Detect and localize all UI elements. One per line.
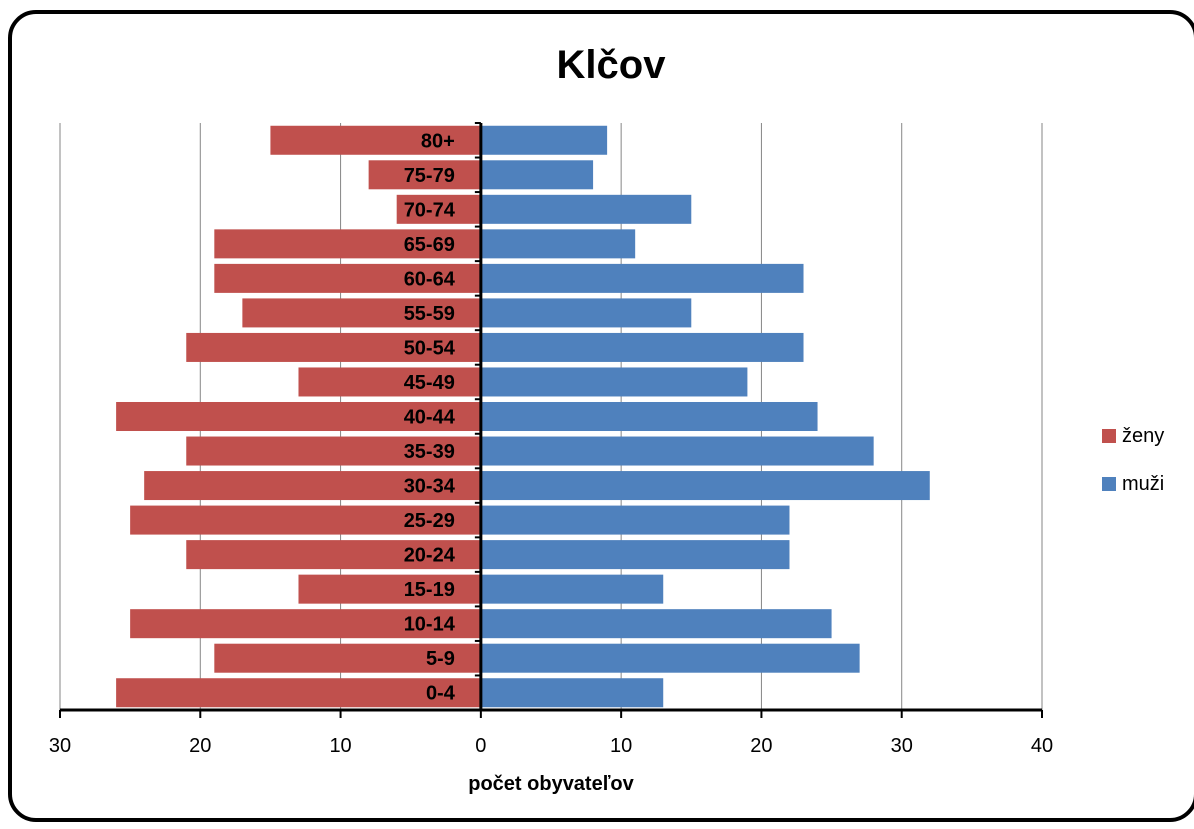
category-label: 55-59: [404, 303, 455, 325]
x-tick-labels: 30 20 10 0 10 20 30 40: [49, 735, 1053, 757]
bars: [116, 125, 930, 708]
category-label: 45-49: [404, 372, 455, 394]
bar-muzi-80+: [480, 125, 608, 155]
legend: ženy muži: [1102, 425, 1164, 495]
category-label: 35-39: [404, 441, 455, 463]
bar-zeny-50-54: [186, 332, 481, 362]
x-tick-label: 20: [750, 735, 772, 757]
bar-zeny-35-39: [186, 436, 481, 466]
bar-zeny-70-74: [396, 194, 481, 224]
bar-muzi-50-54: [480, 332, 804, 362]
x-tick-label: 30: [891, 735, 913, 757]
bar-zeny-45-49: [298, 367, 481, 397]
x-tick-label: 20: [189, 735, 211, 757]
x-axis-title: počet obyvateľov: [468, 773, 634, 795]
bar-zeny-0-4: [116, 678, 481, 708]
bar-zeny-30-34: [144, 471, 481, 501]
legend-label-zeny: ženy: [1122, 425, 1164, 447]
x-tick-label: 10: [610, 735, 632, 757]
category-label: 0-4: [426, 683, 456, 705]
bar-muzi-15-19: [480, 574, 664, 604]
bar-zeny-40-44: [116, 401, 481, 432]
chart-title: Klčov: [557, 43, 667, 87]
bar-muzi-5-9: [480, 643, 860, 673]
legend-label-muzi: muži: [1122, 473, 1164, 495]
bar-muzi-35-39: [480, 436, 874, 466]
category-label: 5-9: [426, 648, 455, 670]
x-tick-label: 10: [329, 735, 351, 757]
category-label: 15-19: [404, 579, 455, 601]
category-label: 50-54: [404, 337, 456, 359]
category-label: 70-74: [404, 199, 456, 221]
bar-muzi-75-79: [480, 160, 594, 190]
bar-zeny-75-79: [368, 160, 481, 190]
bar-zeny-15-19: [298, 574, 481, 604]
legend-swatch-zeny: [1102, 429, 1116, 443]
category-label: 80+: [421, 130, 455, 152]
x-tick-label: 40: [1031, 735, 1053, 757]
bar-zeny-55-59: [242, 298, 481, 328]
bar-zeny-25-29: [130, 505, 481, 535]
bar-zeny-60-64: [214, 263, 481, 293]
bar-zeny-5-9: [214, 643, 481, 673]
category-label: 25-29: [404, 510, 455, 532]
bar-muzi-30-34: [480, 471, 930, 501]
axes: [59, 122, 1043, 718]
bar-muzi-20-24: [480, 540, 790, 570]
bar-muzi-0-4: [480, 678, 664, 708]
bar-muzi-10-14: [480, 609, 832, 639]
bar-zeny-20-24: [186, 540, 481, 570]
category-label: 30-34: [404, 476, 456, 498]
category-label: 10-14: [404, 614, 456, 636]
bar-muzi-65-69: [480, 229, 636, 259]
bar-muzi-40-44: [480, 401, 818, 432]
x-tick-label: 30: [49, 735, 71, 757]
category-label: 60-64: [404, 268, 456, 290]
bar-muzi-45-49: [480, 367, 748, 397]
legend-swatch-muzi: [1102, 477, 1116, 491]
bar-zeny-10-14: [130, 609, 481, 639]
category-label: 20-24: [404, 545, 456, 567]
bar-muzi-60-64: [480, 263, 804, 293]
bar-muzi-25-29: [480, 505, 790, 535]
category-labels: 0-4 5-9 10-14 15-19 20-24 25-29 30-34 35-39 40-4…: [404, 130, 456, 704]
bar-muzi-55-59: [480, 298, 692, 328]
category-label: 75-79: [404, 165, 455, 187]
bar-zeny-65-69: [214, 229, 481, 259]
category-label: 40-44: [404, 407, 456, 429]
category-label: 65-69: [404, 234, 455, 256]
bar-zeny-80+: [270, 125, 481, 155]
bar-muzi-70-74: [480, 194, 692, 224]
x-tick-label: 0: [475, 735, 486, 757]
